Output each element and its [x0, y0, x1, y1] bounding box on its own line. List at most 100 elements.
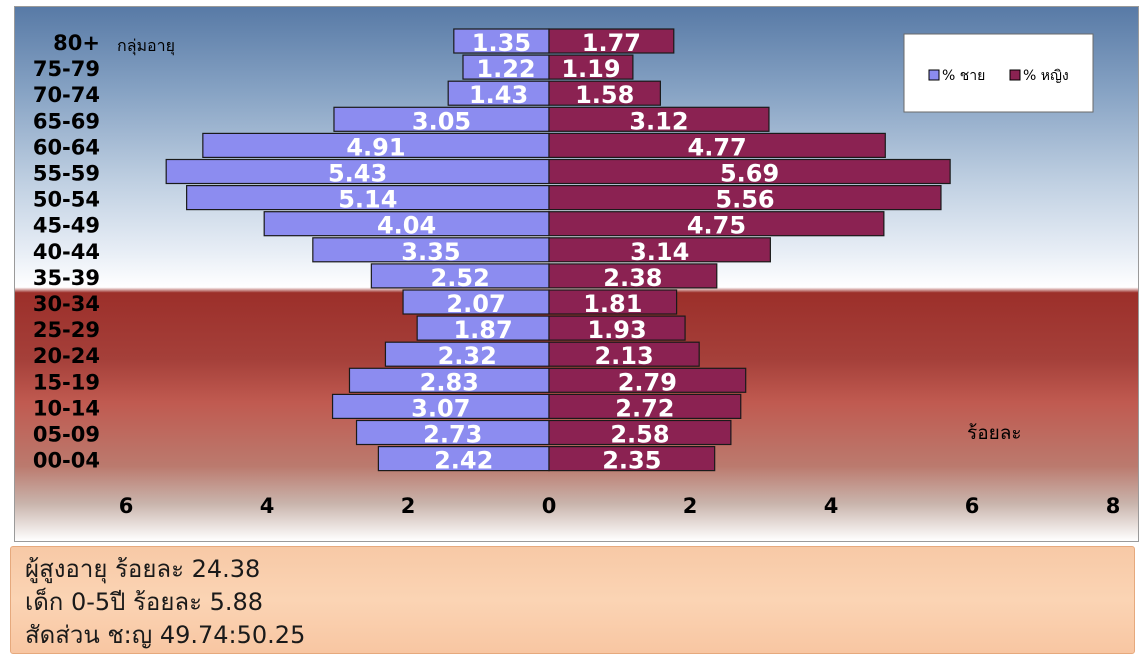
bar-male-70-74: [447, 80, 550, 106]
bar-male-05-09: [355, 419, 550, 446]
value-label-male-70-74: 1.43: [469, 81, 528, 109]
chart-area: 1.35 1.77 1.22 1.19 1.43 1.58 3.05 3.12 4.91 4.77…: [14, 6, 1139, 542]
value-label-female-65-69: 3.12: [629, 107, 688, 135]
age-group-label-40-44: 40-44: [33, 240, 100, 264]
value-label-male-20-24: 2.32: [438, 342, 497, 370]
bar-male-15-19: [348, 367, 550, 393]
age-group-label-30-34: 30-34: [33, 292, 100, 316]
bar-female-25-29: [548, 315, 686, 341]
age-group-label-70-74: 70-74: [33, 83, 100, 107]
value-label-male-25-29: 1.87: [453, 316, 512, 344]
bar-female-15-19: [548, 367, 747, 393]
x-tick-label-2: 2: [401, 494, 416, 518]
bar-male-40-44: [312, 237, 550, 263]
value-label-female-60-64: 4.77: [688, 133, 747, 161]
age-group-label-20-24: 20-24: [33, 344, 100, 368]
value-label-female-05-09: 2.58: [610, 421, 669, 449]
value-label-male-30-34: 2.07: [446, 290, 505, 318]
bar-male-10-14: [331, 393, 550, 419]
bar-female-80+: [548, 28, 675, 54]
bar-female-10-14: [548, 393, 742, 419]
x-tick-label-6: 6: [965, 494, 980, 518]
bar-female-00-04: [548, 446, 716, 472]
legend-label-male: % ชาย: [942, 68, 985, 84]
bar-female-20-24: [548, 341, 700, 367]
bar-female-40-44: [548, 237, 771, 263]
bar-male-25-29: [416, 315, 550, 341]
value-label-female-20-24: 2.13: [594, 342, 653, 370]
x-tick-label-3: 0: [542, 494, 557, 518]
value-label-female-50-54: 5.56: [715, 186, 774, 214]
summary-box: ผู้สูงอายุ ร้อยละ 24.38 เด็ก 0-5ปี ร้อยล…: [10, 546, 1135, 654]
value-label-male-05-09: 2.73: [423, 421, 482, 449]
bar-male-80+: [453, 28, 550, 54]
bar-female-45-49: [548, 211, 885, 237]
population-pyramid-chart: 1.35 1.77 1.22 1.19 1.43 1.58 3.05 3.12 4.91 4.77…: [33, 28, 1121, 518]
age-group-label-55-59: 55-59: [33, 162, 100, 186]
value-label-female-10-14: 2.72: [615, 394, 674, 422]
value-label-male-00-04: 2.42: [434, 447, 493, 475]
bar-female-70-74: [548, 80, 661, 106]
bar-female-60-64: [548, 132, 886, 159]
value-label-male-40-44: 3.35: [401, 238, 460, 266]
value-label-male-60-64: 4.91: [346, 133, 405, 161]
age-group-label-60-64: 60-64: [33, 135, 100, 159]
bar-female-35-39: [548, 263, 718, 289]
children-percentage-text: เด็ก 0-5ปี ร้อยละ 5.88: [25, 588, 264, 616]
age-group-label-75-79: 75-79: [33, 57, 100, 81]
elderly-percentage-text: ผู้สูงอายุ ร้อยละ 24.38: [25, 555, 261, 583]
x-tick-label-7: 8: [1106, 494, 1121, 518]
value-label-female-35-39: 2.38: [603, 264, 662, 292]
bar-male-20-24: [384, 341, 550, 367]
bar-female-75-79: [548, 54, 634, 80]
age-group-label-00-04: 00-04: [33, 449, 100, 473]
age-group-label-25-29: 25-29: [33, 318, 100, 342]
value-label-female-25-29: 1.93: [587, 316, 646, 344]
value-unit-label: ร้อยละ: [967, 422, 1022, 444]
value-label-female-75-79: 1.19: [561, 55, 620, 83]
value-label-male-65-69: 3.05: [412, 107, 471, 135]
age-axis-title: กลุ่มอายุ: [117, 36, 175, 56]
legend-swatch-female: [1009, 69, 1021, 81]
value-label-female-40-44: 3.14: [630, 238, 689, 266]
value-label-male-80+: 1.35: [472, 29, 531, 57]
bar-male-60-64: [202, 132, 550, 159]
sex-ratio-text: สัดส่วน ช:ญ 49.74:50.25: [25, 621, 306, 649]
legend: % ชาย % หญิง: [903, 33, 1094, 113]
bar-male-35-39: [370, 263, 550, 289]
value-label-male-45-49: 4.04: [377, 212, 436, 240]
legend-label-female: % หญิง: [1023, 68, 1069, 84]
bar-male-30-34: [402, 289, 550, 315]
bar-male-65-69: [333, 106, 550, 132]
value-label-male-55-59: 5.43: [328, 160, 387, 188]
bar-male-50-54: [186, 185, 550, 211]
value-label-female-30-34: 1.81: [583, 290, 642, 318]
bar-female-55-59: [548, 158, 951, 185]
age-group-label-45-49: 45-49: [33, 214, 100, 238]
value-label-male-10-14: 3.07: [411, 394, 470, 422]
age-group-label-65-69: 65-69: [33, 109, 100, 133]
age-group-label-10-14: 10-14: [33, 396, 100, 420]
value-label-female-55-59: 5.69: [720, 160, 779, 188]
value-label-female-00-04: 2.35: [602, 447, 661, 475]
value-label-female-15-19: 2.79: [618, 368, 677, 396]
x-tick-label-0: 6: [119, 494, 134, 518]
x-tick-label-5: 4: [824, 494, 839, 518]
value-label-male-75-79: 1.22: [476, 55, 535, 83]
age-group-label-15-19: 15-19: [33, 370, 100, 394]
bar-female-50-54: [548, 185, 942, 211]
bar-male-75-79: [462, 54, 550, 80]
x-tick-label-4: 2: [683, 494, 698, 518]
value-label-female-70-74: 1.58: [575, 81, 634, 109]
legend-swatch-male: [928, 69, 940, 81]
bar-female-30-34: [548, 289, 678, 315]
value-label-female-45-49: 4.75: [687, 212, 746, 240]
age-group-label-05-09: 05-09: [33, 423, 100, 447]
age-group-label-50-54: 50-54: [33, 188, 100, 212]
age-group-label-35-39: 35-39: [33, 266, 100, 290]
age-group-label-80+: 80+: [53, 31, 100, 55]
value-label-male-35-39: 2.52: [431, 264, 490, 292]
value-label-male-15-19: 2.83: [420, 368, 479, 396]
bar-female-65-69: [548, 106, 770, 132]
value-label-male-50-54: 5.14: [338, 186, 397, 214]
